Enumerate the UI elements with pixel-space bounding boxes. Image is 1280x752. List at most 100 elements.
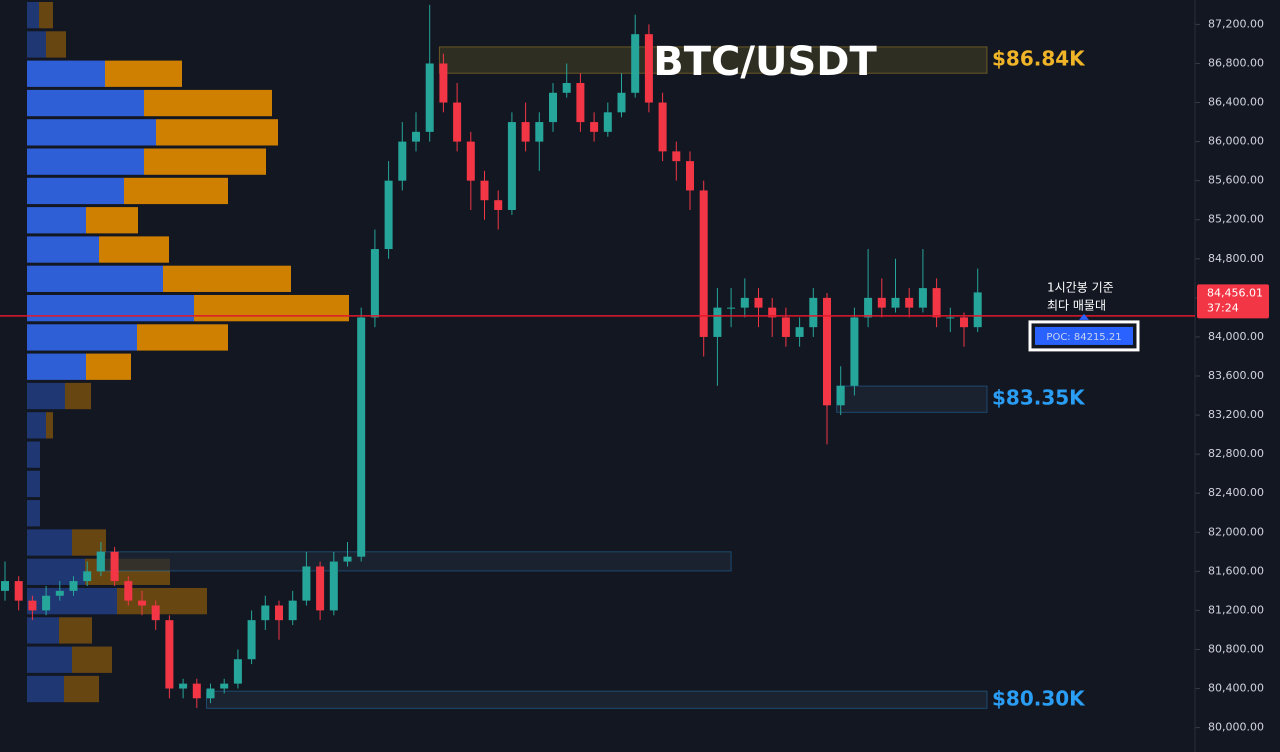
profile-sell bbox=[86, 353, 131, 380]
y-tick-label: 80,000.00 bbox=[1208, 721, 1264, 734]
candle-body bbox=[14, 581, 23, 601]
candle-body bbox=[138, 600, 146, 606]
price-zone bbox=[438, 46, 988, 74]
candle-body bbox=[220, 683, 229, 689]
candle-body bbox=[727, 307, 736, 309]
poc-label: POC: 84215.21 bbox=[1046, 332, 1121, 343]
candle-body bbox=[549, 92, 557, 123]
candle-body bbox=[973, 292, 982, 328]
y-tick-label: 82,000.00 bbox=[1208, 525, 1264, 538]
candle-body bbox=[42, 595, 51, 611]
profile-sell bbox=[65, 382, 91, 410]
profile-buy bbox=[27, 294, 194, 322]
candle-body bbox=[453, 102, 462, 142]
poc-box bbox=[1035, 326, 1133, 345]
poc-note: 1시간봉 기준 bbox=[1047, 281, 1114, 295]
profile-buy bbox=[27, 500, 40, 527]
candle-body bbox=[261, 605, 270, 621]
poc-box-outline bbox=[1028, 320, 1140, 352]
y-tick-label: 85,200.00 bbox=[1208, 213, 1264, 226]
candle-body bbox=[494, 200, 503, 210]
candle-body bbox=[850, 317, 859, 386]
profile-buy bbox=[27, 265, 163, 292]
candle-body bbox=[672, 151, 681, 162]
chart-title: BTC/USDT bbox=[653, 39, 877, 85]
candle-body bbox=[809, 297, 818, 328]
candle-body bbox=[69, 581, 78, 591]
y-tick-label: 84,800.00 bbox=[1208, 252, 1264, 265]
zone-label: $80.30K bbox=[992, 686, 1086, 710]
candle-body bbox=[686, 161, 694, 191]
candle-body bbox=[781, 317, 790, 337]
candle-body bbox=[370, 249, 379, 318]
candle-body bbox=[83, 571, 92, 582]
candle-body bbox=[576, 83, 585, 123]
profile-buy bbox=[27, 617, 59, 644]
candle-body bbox=[823, 297, 831, 406]
profile-buy bbox=[27, 31, 46, 58]
profile-sell bbox=[72, 646, 112, 673]
profile-sell bbox=[86, 207, 138, 234]
profile-buy bbox=[27, 353, 86, 380]
profile-sell bbox=[64, 675, 99, 703]
poc-note: 최다 매물대 bbox=[1047, 299, 1106, 313]
y-tick-label: 86,400.00 bbox=[1208, 96, 1264, 109]
candle-body bbox=[480, 180, 489, 201]
candle-body bbox=[425, 63, 434, 132]
candle-body bbox=[275, 605, 283, 621]
candle-body bbox=[617, 92, 626, 113]
candle-body bbox=[768, 307, 777, 318]
candle-body bbox=[918, 288, 927, 308]
candle-body bbox=[466, 141, 475, 181]
profile-buy bbox=[27, 236, 99, 263]
candle-body bbox=[836, 385, 845, 406]
zone-label: $86.84K bbox=[992, 47, 1086, 71]
profile-buy bbox=[27, 558, 85, 585]
candle-body bbox=[795, 327, 804, 337]
candle-body bbox=[110, 551, 119, 582]
y-tick-label: 84,000.00 bbox=[1208, 330, 1264, 343]
profile-buy bbox=[27, 675, 64, 703]
candle-body bbox=[288, 600, 297, 621]
candle-body bbox=[960, 317, 968, 328]
last-price-timer: 37:24 bbox=[1207, 301, 1239, 314]
candle-body bbox=[329, 561, 338, 611]
candle-body bbox=[247, 620, 256, 660]
candle-body bbox=[644, 34, 653, 103]
candle-body bbox=[535, 122, 544, 142]
candle-body bbox=[165, 620, 174, 689]
candle-body bbox=[631, 34, 640, 93]
price-zone bbox=[836, 385, 988, 413]
candle-body bbox=[179, 683, 188, 689]
candle-body bbox=[151, 605, 160, 621]
profile-buy bbox=[27, 646, 72, 673]
profile-buy bbox=[27, 412, 46, 439]
candle-body bbox=[357, 317, 366, 557]
profile-sell bbox=[156, 119, 278, 146]
last-price-label: 84,456.01 bbox=[1207, 286, 1263, 299]
candle-body bbox=[192, 683, 201, 699]
candle-body bbox=[233, 659, 242, 684]
price-zone bbox=[96, 551, 732, 572]
y-tick-label: 82,400.00 bbox=[1208, 486, 1264, 499]
profile-buy bbox=[27, 324, 137, 351]
profile-buy bbox=[27, 529, 72, 556]
price-zone bbox=[206, 690, 988, 709]
profile-sell bbox=[144, 89, 272, 117]
candle-body bbox=[590, 122, 599, 132]
candle-body bbox=[864, 297, 873, 318]
y-tick-label: 81,600.00 bbox=[1208, 564, 1264, 577]
poc-pointer bbox=[1079, 313, 1089, 320]
candle-body bbox=[96, 551, 105, 572]
profile-buy bbox=[27, 177, 124, 205]
profile-sell bbox=[163, 265, 291, 292]
y-tick-label: 86,000.00 bbox=[1208, 135, 1264, 148]
profile-buy bbox=[27, 148, 144, 175]
candle-body bbox=[412, 131, 420, 142]
candle-body bbox=[124, 581, 133, 601]
profile-buy bbox=[27, 207, 86, 234]
y-tick-label: 83,200.00 bbox=[1208, 408, 1264, 421]
profile-sell bbox=[39, 2, 53, 29]
y-tick-label: 82,800.00 bbox=[1208, 447, 1264, 460]
